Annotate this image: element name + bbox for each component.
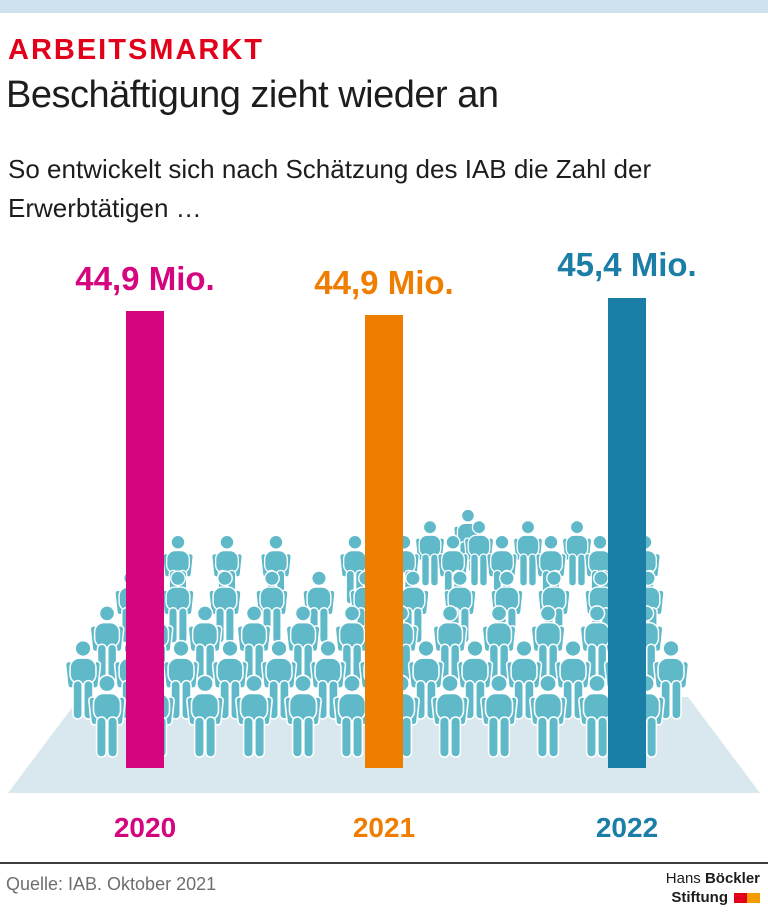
subtitle-line-2: Erwerbtätigen … xyxy=(8,193,202,223)
year-label-2022: 2022 xyxy=(595,812,659,843)
subtitle-line-1: So entwickelt sich nach Schätzung des IA… xyxy=(8,154,652,184)
footer-divider xyxy=(0,862,768,864)
logo-mark-red xyxy=(734,892,747,903)
year-label-2020: 2020 xyxy=(113,812,177,843)
value-label-2020: 44,9 Mio. xyxy=(75,260,215,297)
bar-2020 xyxy=(126,311,164,768)
bar-2022 xyxy=(608,298,646,768)
top-accent-bar xyxy=(0,0,768,13)
subtitle: So entwickelt sich nach Schätzung des IA… xyxy=(8,150,651,228)
kicker: ARBEITSMARKT xyxy=(8,34,264,66)
hans-boeckler-stiftung-logo: Hans Böckler Stiftung xyxy=(666,869,760,907)
bar-2021 xyxy=(365,315,403,768)
year-label-2021: 2021 xyxy=(352,812,416,843)
logo-mark-icon xyxy=(734,892,760,903)
logo-hans: Hans xyxy=(665,870,701,887)
value-label-2022: 45,4 Mio. xyxy=(557,246,697,283)
value-label-2021: 44,9 Mio. xyxy=(314,264,454,301)
logo-line-1: Hans Böckler xyxy=(666,869,760,888)
logo-boeckler: Böckler xyxy=(704,870,760,887)
logo-mark-orange xyxy=(747,892,760,903)
logo-line-2: Stiftung xyxy=(666,888,760,907)
source-note: Quelle: IAB. Oktober 2021 xyxy=(6,874,217,894)
page-title: Beschäftigung zieht wieder an xyxy=(6,74,499,116)
logo-stiftung: Stiftung xyxy=(671,889,728,906)
